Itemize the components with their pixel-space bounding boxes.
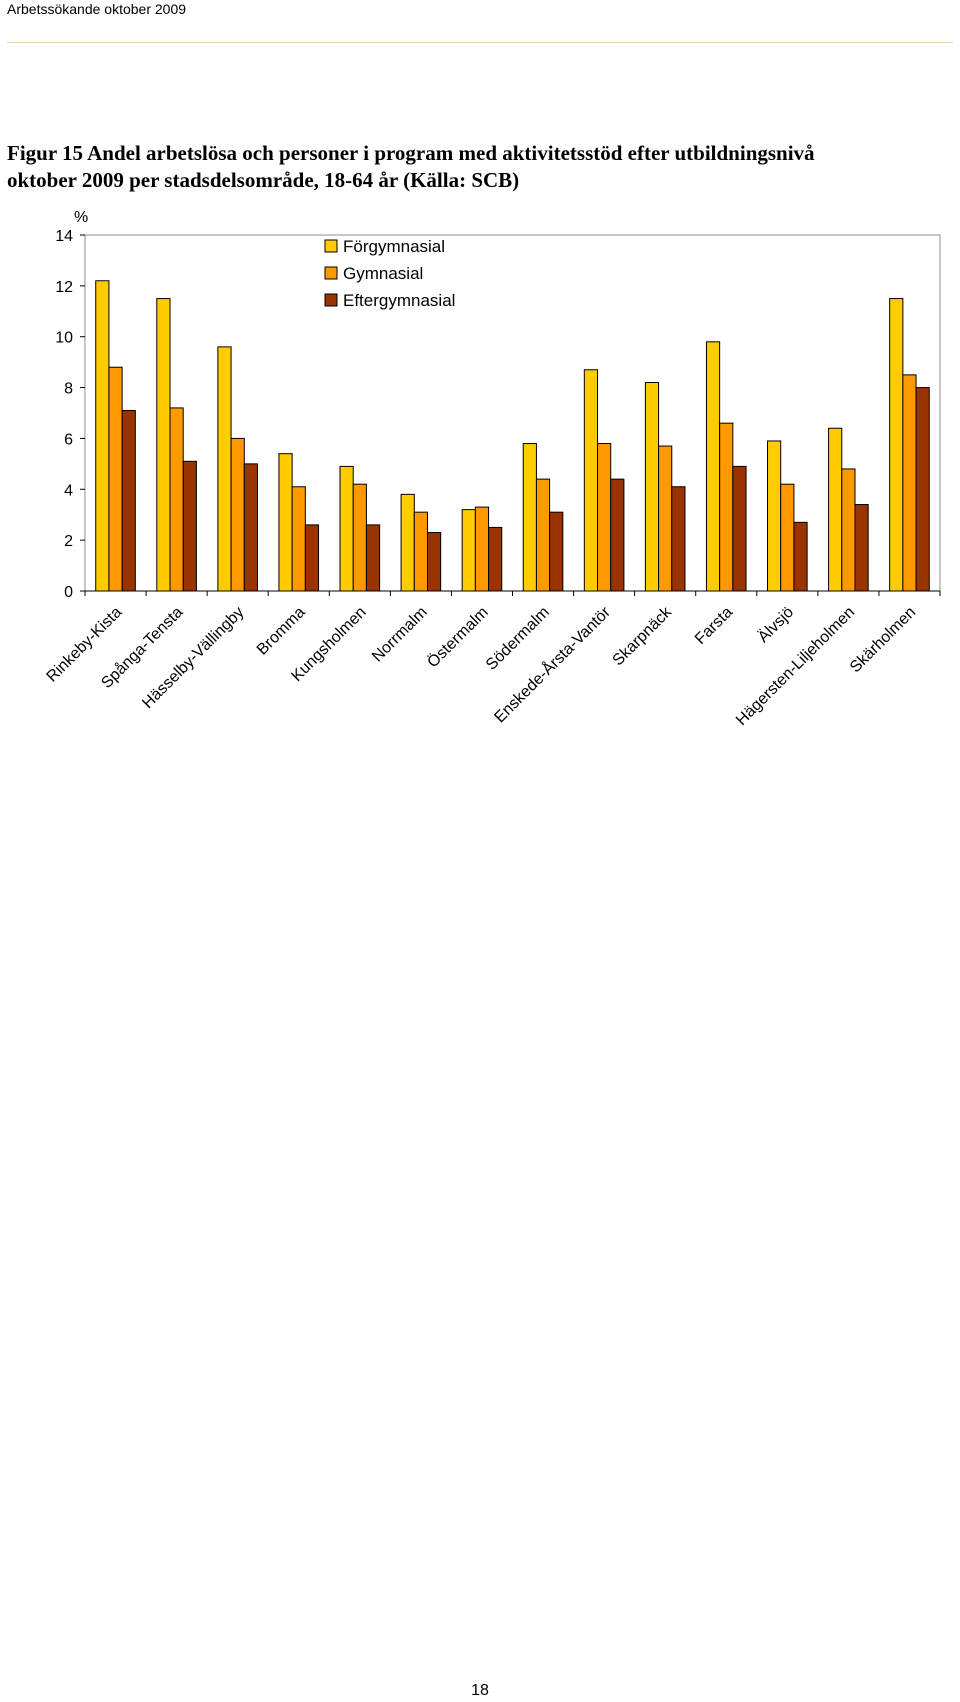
bar: [889, 298, 904, 592]
bar: [400, 493, 415, 592]
bar: [915, 387, 930, 592]
x-tick-label: Östermalm: [424, 603, 492, 671]
bar: [95, 280, 110, 592]
bar-chart: 02468101214%Rinkeby-KistaSpånga-TenstaHä…: [44, 209, 941, 729]
y-tick-label: 14: [55, 228, 73, 245]
y-tick-label: 4: [64, 482, 73, 499]
x-tick-label: Enskede-Årsta-Vantör: [490, 602, 614, 726]
x-tick-label: Hässelby-Vällingby: [139, 604, 247, 712]
y-tick-label: 10: [55, 330, 73, 347]
page-number: 18: [471, 1682, 489, 1699]
bar: [597, 443, 612, 592]
bar: [121, 409, 136, 592]
bar: [365, 524, 381, 592]
bar: [705, 341, 721, 592]
bar: [854, 504, 869, 592]
bar: [793, 521, 808, 592]
bar: [902, 374, 917, 592]
bar: [461, 509, 476, 592]
bar: [658, 445, 673, 592]
bar: [243, 463, 258, 592]
header-rule: [7, 42, 953, 43]
legend-entry: Gymnasial: [343, 264, 423, 283]
bar: [217, 346, 232, 592]
bar: [549, 511, 564, 592]
bar: [644, 381, 660, 592]
bar: [169, 407, 184, 592]
y-tick-label: 6: [64, 431, 73, 448]
x-tick-label: Norrmalm: [369, 604, 431, 666]
bar: [291, 486, 306, 592]
y-tick-label: 12: [55, 279, 73, 296]
bar: [182, 460, 197, 592]
bar: [108, 366, 123, 592]
x-tick-label: Bromma: [254, 604, 309, 659]
legend-swatch: [324, 266, 338, 280]
figure-title-line-2: oktober 2009 per stadsdelsområde, 18-64 …: [7, 168, 520, 192]
bar: [535, 478, 551, 592]
x-tick-label: Hägersten-Liljeholmen: [733, 604, 858, 729]
bar: [339, 465, 354, 592]
bar: [488, 526, 503, 592]
y-tick-label: 8: [64, 381, 73, 398]
bar: [278, 453, 293, 592]
bar: [732, 465, 747, 592]
bar: [583, 369, 599, 592]
legend-swatch: [324, 239, 338, 253]
bar: [474, 506, 490, 592]
figure-title: Figur 15 Andel arbetslösa och personer i…: [7, 140, 937, 194]
bar: [767, 440, 782, 592]
x-tick-label: Skarpnäck: [610, 603, 676, 669]
bar: [841, 468, 856, 592]
x-tick-label: Älvsjö: [754, 603, 797, 646]
bar: [426, 532, 442, 592]
running-header: Arbetssökande oktober 2009: [7, 1, 187, 17]
legend-entry: Eftergymnasial: [343, 291, 455, 310]
figure-title-line-1: Figur 15 Andel arbetslösa och personer i…: [7, 141, 815, 165]
bar: [352, 483, 367, 592]
x-tick-label: Skärholmen: [847, 604, 919, 676]
y-tick-label: 0: [64, 584, 73, 601]
y-tick-label: 2: [64, 533, 73, 550]
bar: [304, 524, 320, 592]
legend-entry: Förgymnasial: [343, 237, 445, 256]
y-axis-label: %: [74, 209, 88, 226]
bar: [780, 483, 795, 592]
bar: [719, 422, 734, 592]
x-tick-label: Farsta: [692, 604, 736, 648]
bar: [413, 511, 428, 592]
bar: [156, 298, 171, 592]
bar: [671, 486, 686, 592]
bar: [828, 427, 843, 592]
bar: [522, 443, 537, 592]
plot-area-frame: [84, 234, 941, 592]
bar: [610, 478, 625, 592]
legend-swatch: [324, 293, 338, 307]
bar: [230, 437, 245, 592]
